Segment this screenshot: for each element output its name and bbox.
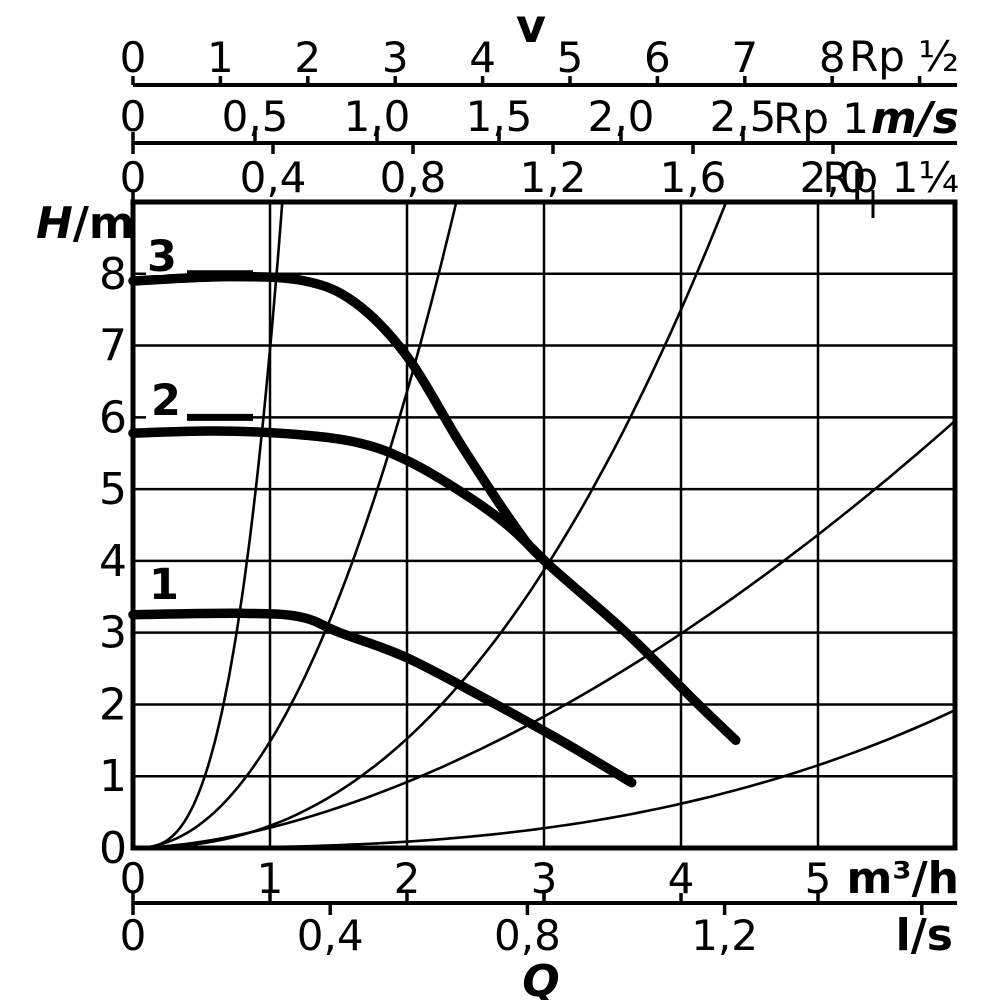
y-tick-label: 0 bbox=[99, 823, 127, 874]
tick-label: 1 bbox=[257, 854, 284, 903]
tick-label: 2 bbox=[394, 854, 421, 903]
y-tick-label: 3 bbox=[99, 608, 127, 659]
tick-label: 0,4 bbox=[297, 911, 364, 960]
unit-label-ls: l/s bbox=[896, 910, 953, 961]
y-tick-label: 6 bbox=[99, 392, 127, 443]
tick-label: 7 bbox=[731, 33, 758, 82]
y-axis-title-per-m: /m bbox=[73, 198, 135, 249]
reference-curve bbox=[132, 419, 956, 850]
tick-label: 6 bbox=[644, 33, 671, 82]
reference-curve bbox=[133, 201, 728, 850]
tick-label: 0 bbox=[120, 33, 147, 82]
plot-frame bbox=[130, 199, 958, 851]
tick-label: 0,8 bbox=[380, 153, 447, 202]
pump-curve-layer bbox=[128, 271, 741, 788]
y-axis-title-h: H bbox=[36, 198, 73, 249]
tick-label: 2,0 bbox=[588, 92, 655, 141]
tick-label: 3 bbox=[531, 854, 558, 903]
top-axis-title-v: v bbox=[516, 0, 546, 53]
bottom-axis-title-q: Q bbox=[522, 956, 559, 1000]
tick-label: 0 bbox=[120, 854, 147, 903]
label-mask bbox=[146, 409, 188, 425]
plot-frame-layer bbox=[130, 190, 958, 851]
pump-curve-3 bbox=[128, 271, 741, 746]
reference-curve-layer bbox=[132, 201, 956, 850]
tick-label: 0 bbox=[120, 92, 147, 141]
tick-label: 2 bbox=[294, 33, 321, 82]
curve-label-1: 1 bbox=[149, 560, 179, 610]
y-tick-label: 7 bbox=[99, 321, 127, 372]
y-tick-label: 5 bbox=[99, 464, 127, 515]
tick-label: 0 bbox=[120, 911, 147, 960]
tick-label: 3 bbox=[382, 33, 409, 82]
tick-label: 4 bbox=[668, 854, 695, 903]
tick-label: 0,8 bbox=[494, 911, 561, 960]
curve-label-2: 2 bbox=[151, 376, 181, 426]
tick-label: 4 bbox=[469, 33, 496, 82]
tick-label-layer: 0 1 2 3 4 5 6 7 80 0,5 1,0 1,5 2,0 2,50 0,4 0,8 1,2 1,6 2,… bbox=[99, 33, 866, 960]
tick-label: 1,6 bbox=[660, 153, 727, 202]
tick-label: 2,0 bbox=[800, 153, 867, 202]
unit-label-ms: m/s bbox=[871, 93, 959, 144]
tick-label: 8 bbox=[819, 33, 846, 82]
curve-label-3: 3 bbox=[147, 232, 177, 282]
scale-suffix-rp-1: Rp 1 bbox=[773, 94, 869, 143]
tick-label: 5 bbox=[557, 33, 584, 82]
scale-suffix-rp-1-quarter: Rp 1¼ bbox=[822, 153, 959, 202]
tick-label: 0,4 bbox=[240, 153, 307, 202]
y-axis-title: H/m bbox=[36, 198, 135, 249]
reference-curve bbox=[132, 201, 458, 850]
pump-curve-2 bbox=[128, 426, 551, 567]
tick-label: 2,5 bbox=[710, 92, 777, 141]
y-tick-label: 2 bbox=[99, 679, 127, 730]
tick-label: 0,5 bbox=[222, 92, 289, 141]
tick-label: 0 bbox=[120, 153, 147, 202]
tick-label: 5 bbox=[805, 854, 832, 903]
tick-label: 1,0 bbox=[344, 92, 411, 141]
tick-label: 1,2 bbox=[520, 153, 587, 202]
tick-label: 1,2 bbox=[691, 911, 758, 960]
tick-label: 1,5 bbox=[466, 92, 533, 141]
scale-suffix-rp-half: Rp ½ bbox=[849, 32, 959, 81]
pump-curve-1 bbox=[128, 608, 637, 788]
y-tick-label: 8 bbox=[99, 249, 127, 300]
y-tick-label: 1 bbox=[99, 751, 127, 802]
reference-curve bbox=[133, 201, 284, 850]
tick-label: 1 bbox=[207, 33, 234, 82]
y-tick-label: 4 bbox=[99, 536, 127, 587]
unit-label-m3h: m³/h bbox=[846, 853, 959, 904]
scale-lines-layer bbox=[131, 76, 957, 915]
